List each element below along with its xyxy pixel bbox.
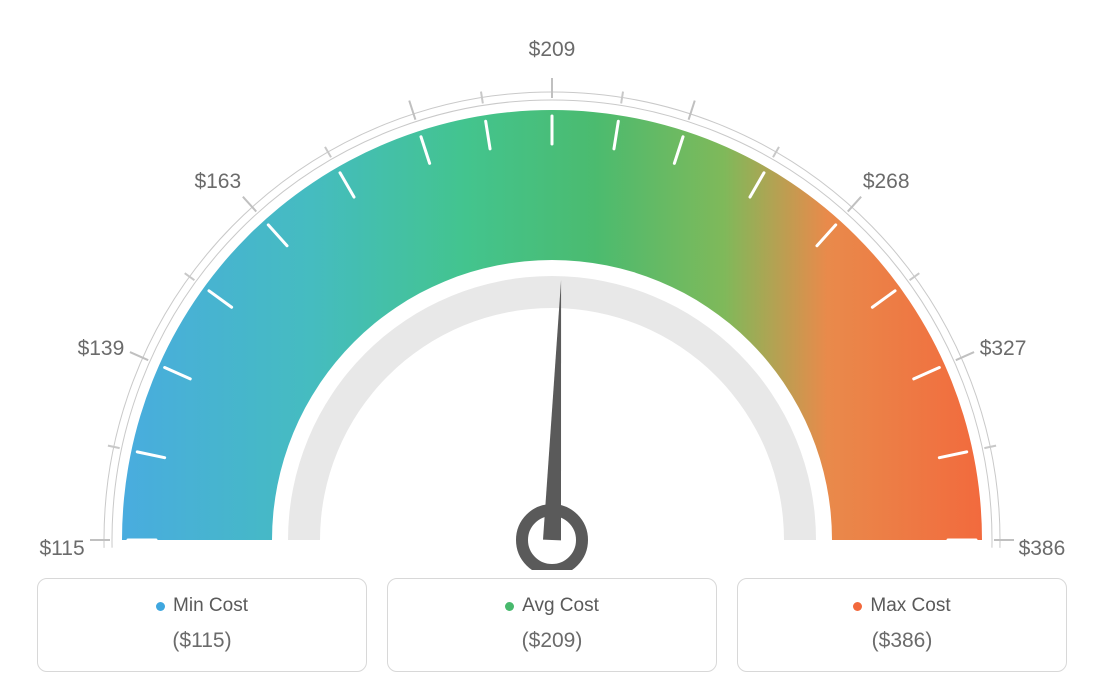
card-min-cost: Min Cost ($115) [37,578,367,672]
gauge-tick-label: $163 [194,170,241,194]
gauge-tick-label: $327 [980,337,1027,361]
card-min-title: Min Cost [156,595,248,617]
card-max-value: ($386) [748,629,1056,653]
card-avg-title: Avg Cost [505,595,599,617]
gauge-svg [0,0,1104,570]
card-avg-value: ($209) [398,629,706,653]
gauge-chart-container: $115 $139 $163 $209 $268 $327 $386 Min Cost ($… [0,0,1104,690]
dot-max [853,602,862,611]
gauge-tick-label: $268 [863,170,910,194]
gauge-tick-label: $115 [39,537,84,561]
gauge-tick-label: $386 [1019,537,1066,561]
gauge-tick-label: $139 [78,337,125,361]
cost-cards-row: Min Cost ($115) Avg Cost ($209) Max Cost… [0,578,1104,672]
card-max-title: Max Cost [853,595,950,617]
card-avg-cost: Avg Cost ($209) [387,578,717,672]
gauge-tick-label: $209 [529,38,576,62]
card-avg-label: Avg Cost [522,595,599,617]
gauge-area: $115 $139 $163 $209 $268 $327 $386 [0,0,1104,570]
card-max-label: Max Cost [870,595,950,617]
card-min-label: Min Cost [173,595,248,617]
card-min-value: ($115) [48,629,356,653]
dot-min [156,602,165,611]
dot-avg [505,602,514,611]
card-max-cost: Max Cost ($386) [737,578,1067,672]
